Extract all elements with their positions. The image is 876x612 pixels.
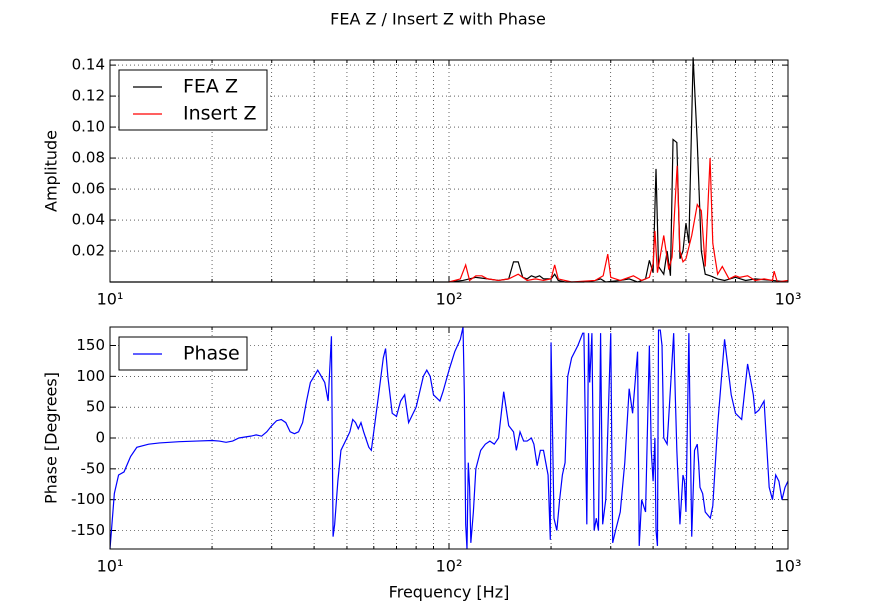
y-tick-label: 0.06 (72, 180, 105, 198)
y-tick-label: -150 (71, 521, 105, 539)
x-tick-label: 10² (436, 557, 463, 576)
x-tick-label: 10¹ (97, 557, 124, 576)
plot-frame (109, 59, 789, 283)
y-tick-label: 150 (76, 336, 105, 354)
x-axis-label: Frequency [Hz] (389, 583, 510, 602)
y-tick-label: 100 (76, 367, 105, 385)
y-tick-label: 50 (86, 398, 105, 416)
y-tick-label: 0 (95, 429, 105, 447)
legend-box (118, 69, 268, 131)
x-tick-label: 10¹ (97, 290, 124, 309)
y-tick-label: 0.10 (72, 118, 105, 136)
series-line (109, 326, 789, 550)
y-tick-label: -50 (81, 459, 106, 477)
legend-label: Phase (183, 343, 240, 365)
chart-title: FEA Z / Insert Z with Phase (330, 10, 546, 29)
series-line (448, 158, 789, 283)
y-tick-label: 0.02 (72, 242, 105, 260)
plot-frame (109, 326, 789, 550)
x-tick-label: 10² (436, 290, 463, 309)
legend-label: Insert Z (183, 103, 257, 125)
legend-label: FEA Z (183, 76, 238, 98)
x-tick-label: 10³ (775, 290, 802, 309)
y-tick-label: 0.14 (72, 56, 105, 74)
y-tick-label: 0.04 (72, 211, 105, 229)
x-tick-label: 10³ (775, 557, 802, 576)
y-tick-label: 0.08 (72, 149, 105, 167)
y-axis-label: Phase [Degrees] (42, 372, 61, 504)
y-tick-label: -100 (71, 490, 105, 508)
y-tick-label: 0.12 (72, 87, 105, 105)
y-axis-label: Amplitude (42, 130, 61, 212)
